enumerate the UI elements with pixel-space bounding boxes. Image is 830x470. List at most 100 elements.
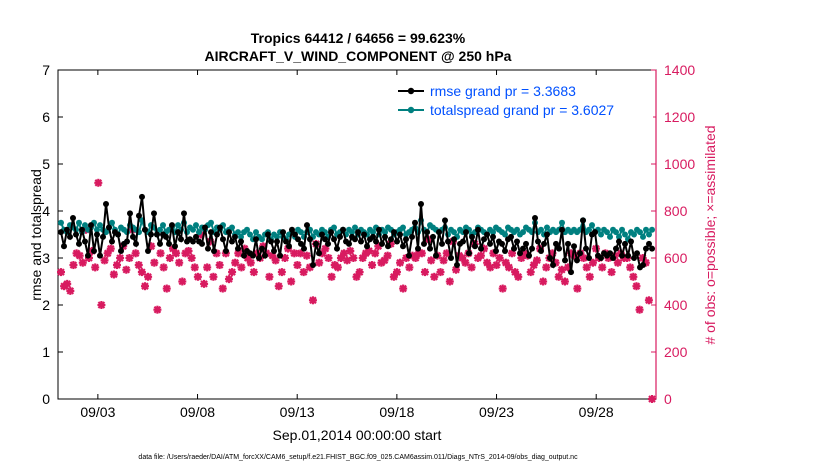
totalspread-point (382, 229, 389, 236)
totalspread-point (589, 222, 596, 229)
rmse-point (240, 252, 247, 259)
totalspread-point (331, 224, 338, 231)
rmse-point (499, 240, 506, 247)
obs-point (63, 279, 72, 288)
rmse-point (150, 210, 157, 217)
rmse-point (490, 233, 497, 240)
obs-point (495, 254, 504, 262)
x-tick-label: 09/18 (379, 404, 414, 420)
rmse-point (216, 224, 223, 231)
rmse-point (78, 226, 85, 233)
rmse-point (337, 233, 344, 240)
rmse-point (165, 240, 172, 247)
obs-point (94, 178, 103, 187)
right-axis-ticks: 0 200 400 600 800 1000 1200 1400 (651, 62, 695, 407)
rmse-point (388, 236, 395, 243)
obs-point (648, 395, 657, 403)
rmse-point (412, 219, 419, 226)
obs-point (511, 268, 520, 277)
rmse-point (562, 257, 569, 264)
totalspread-point (228, 224, 235, 231)
rmse-point (547, 255, 554, 261)
y-tick-label: 7 (42, 62, 50, 78)
x-axis-label: Sep.01,2014 00:00:00 start (273, 427, 442, 443)
rmse-point (448, 255, 455, 261)
rmse-point (424, 229, 431, 236)
rmse-point (255, 255, 262, 261)
rmse-point (427, 245, 434, 252)
obs-point (598, 263, 607, 272)
obs-point (529, 261, 538, 270)
rmse-point (415, 245, 422, 252)
rmse-point (514, 238, 521, 245)
rmse-point (484, 231, 491, 238)
totalspread-point (544, 224, 551, 231)
obs-point (302, 251, 311, 260)
rmse-point (174, 229, 181, 236)
obs-point (159, 263, 168, 272)
rmse-point (132, 240, 139, 247)
rmse-point (478, 245, 485, 252)
rmse-point (102, 200, 109, 207)
rmse-point (358, 238, 365, 245)
rmse-point (610, 255, 617, 261)
obs-point (588, 258, 597, 267)
obs-point (125, 254, 134, 262)
obs-point (417, 249, 426, 258)
rmse-point (586, 255, 593, 261)
totalspread-point (108, 219, 115, 226)
obs-point (632, 282, 641, 291)
y-right-tick-label: 400 (664, 297, 688, 313)
rmse-point (472, 243, 479, 250)
totalspread-point (631, 231, 638, 238)
totalspread-point (349, 229, 356, 236)
rmse-point (270, 247, 277, 254)
rmse-point (328, 229, 335, 236)
y-right-tick-label: 600 (664, 250, 688, 266)
rmse-point (105, 224, 112, 231)
rmse-point (421, 240, 428, 247)
rmse-point (108, 238, 115, 245)
totalspread-point (490, 229, 497, 236)
rmse-point (126, 210, 133, 217)
rmse-point (72, 231, 79, 238)
obs-point (554, 272, 563, 281)
obs-point (69, 261, 78, 270)
totalspread-point (174, 222, 181, 229)
y-right-tick-label: 800 (664, 203, 688, 219)
totalspread-point (93, 226, 100, 233)
x-tick-label: 09/03 (80, 404, 115, 420)
rmse-point (556, 245, 563, 252)
rmse-point (418, 200, 425, 207)
rmse-point (201, 224, 208, 231)
totalspread-point (502, 231, 509, 238)
obs-point (308, 296, 317, 305)
rmse-point (541, 240, 548, 247)
rmse-point (625, 252, 632, 259)
totalspread-point (243, 226, 250, 233)
rmse-point (147, 231, 154, 238)
totalspread-point (246, 231, 253, 238)
obs-point (626, 263, 635, 272)
rmse-point (210, 247, 217, 254)
obs-point (66, 286, 75, 295)
obs-point (215, 261, 224, 270)
y-tick-label: 2 (42, 297, 50, 313)
obs-point (405, 263, 414, 272)
rmse-point (219, 236, 226, 243)
totalspread-point (451, 229, 458, 236)
obs-point (178, 277, 187, 286)
x-tick-label: 09/28 (579, 404, 614, 420)
obs-point (209, 272, 218, 281)
rmse-point (607, 250, 614, 257)
obs-point (399, 284, 408, 293)
totalspread-point (252, 229, 259, 236)
totalspread-point (643, 226, 650, 233)
rmse-point (622, 240, 629, 247)
obs-point (346, 246, 355, 255)
obs-point (200, 279, 209, 288)
rmse-point (379, 240, 386, 247)
rmse-point (334, 245, 341, 252)
rmse-point (391, 229, 398, 236)
rmse-point (481, 236, 488, 243)
